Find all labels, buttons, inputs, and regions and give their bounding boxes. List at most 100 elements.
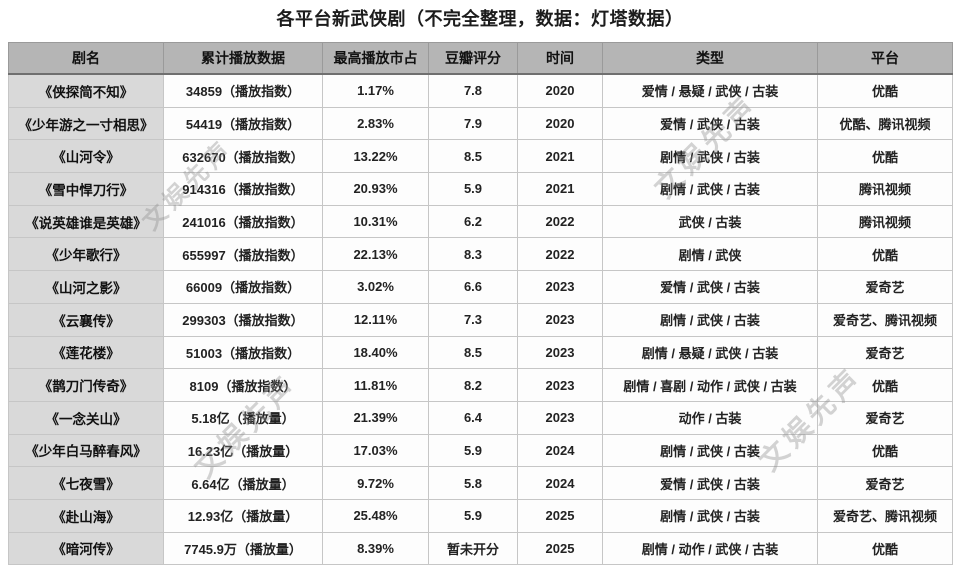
table-row: 《七夜雪》 6.64亿（播放量） 9.72% 5.8 2024 爱情 / 武侠 / 古装爱… bbox=[8, 466, 953, 500]
column-header-max-market-share: 最高播放市占 bbox=[322, 42, 429, 75]
table-row: 《雪中悍刀行》 914316（播放指数） 20.93% 5.9 2021 剧情 / 武侠 … bbox=[8, 172, 953, 206]
cell-drama-title: 《赴山海》 bbox=[8, 498, 164, 533]
cell-drama-title: 《七夜雪》 bbox=[8, 466, 164, 500]
cell-year: 2023 bbox=[517, 368, 603, 402]
table-row: 《说英雄谁是英雄》 241016（播放指数） 10.31% 6.2 2022 武侠 / 古… bbox=[8, 204, 953, 239]
cell-max-market-share: 25.48% bbox=[322, 498, 429, 533]
cell-year: 2025 bbox=[517, 498, 603, 533]
cell-max-market-share: 12.11% bbox=[322, 302, 429, 337]
cell-drama-title: 《暗河传》 bbox=[8, 531, 164, 565]
cell-genres: 剧情 / 武侠 / 古装 bbox=[602, 302, 818, 337]
table-row: 《山河之影》 66009（播放指数） 3.02% 6.6 2023 爱情 / 武侠 / 古… bbox=[8, 270, 953, 304]
cell-platforms: 优酷 bbox=[817, 531, 953, 565]
cell-genres: 爱情 / 悬疑 / 武侠 / 古装 bbox=[602, 73, 818, 108]
cell-max-market-share: 18.40% bbox=[322, 335, 429, 370]
cell-year: 2023 bbox=[517, 400, 603, 435]
table-row: 《暗河传》 7745.9万（播放量） 8.39% 暂未开分 2025 剧情 / 动作 / … bbox=[8, 531, 953, 565]
cell-drama-title: 《一念关山》 bbox=[8, 400, 164, 435]
cell-year: 2024 bbox=[517, 433, 603, 468]
cell-year: 2025 bbox=[517, 531, 603, 565]
cell-max-market-share: 22.13% bbox=[322, 237, 429, 272]
cell-max-market-share: 8.39% bbox=[322, 531, 429, 565]
cell-genres: 武侠 / 古装 bbox=[602, 204, 818, 239]
cell-drama-title: 《云襄传》 bbox=[8, 302, 164, 337]
cell-year: 2022 bbox=[517, 204, 603, 239]
cell-douban-rating: 8.5 bbox=[428, 139, 518, 174]
page-title: 各平台新武侠剧（不完全整理，数据：灯塔数据） bbox=[276, 9, 684, 29]
cell-year: 2020 bbox=[517, 106, 603, 141]
cell-genres: 爱情 / 武侠 / 古装 bbox=[602, 466, 818, 500]
cell-year: 2023 bbox=[517, 270, 603, 304]
cell-cumulative-plays: 16.23亿（播放量） bbox=[163, 433, 323, 468]
column-header-cumulative-plays: 累计播放数据 bbox=[163, 42, 323, 75]
cell-drama-title: 《少年游之一寸相思》 bbox=[8, 106, 164, 141]
cell-douban-rating: 6.2 bbox=[428, 204, 518, 239]
cell-cumulative-plays: 241016（播放指数） bbox=[163, 204, 323, 239]
cell-year: 2023 bbox=[517, 302, 603, 337]
cell-cumulative-plays: 54419（播放指数） bbox=[163, 106, 323, 141]
cell-douban-rating: 7.8 bbox=[428, 73, 518, 108]
cell-douban-rating: 6.6 bbox=[428, 270, 518, 304]
cell-genres: 剧情 / 动作 / 武侠 / 古装 bbox=[602, 531, 818, 565]
cell-max-market-share: 20.93% bbox=[322, 172, 429, 206]
cell-drama-title: 《山河之影》 bbox=[8, 270, 164, 304]
cell-year: 2020 bbox=[517, 73, 603, 108]
cell-platforms: 优酷 bbox=[817, 73, 953, 108]
cell-platforms: 爱奇艺、腾讯视频 bbox=[817, 498, 953, 533]
cell-platforms: 优酷 bbox=[817, 139, 953, 174]
cell-platforms: 爱奇艺 bbox=[817, 270, 953, 304]
cell-platforms: 优酷 bbox=[817, 433, 953, 468]
cell-genres: 动作 / 古装 bbox=[602, 400, 818, 435]
cell-max-market-share: 9.72% bbox=[322, 466, 429, 500]
cell-genres: 爱情 / 武侠 / 古装 bbox=[602, 270, 818, 304]
cell-max-market-share: 2.83% bbox=[322, 106, 429, 141]
table-row: 《少年白马醉春风》 16.23亿（播放量） 17.03% 5.9 2024 剧情 / 武侠… bbox=[8, 433, 953, 468]
cell-drama-title: 《山河令》 bbox=[8, 139, 164, 174]
cell-cumulative-plays: 655997（播放指数） bbox=[163, 237, 323, 272]
cell-genres: 爱情 / 武侠 / 古装 bbox=[602, 106, 818, 141]
cell-genres: 剧情 / 武侠 bbox=[602, 237, 818, 272]
cell-douban-rating: 7.9 bbox=[428, 106, 518, 141]
cell-platforms: 腾讯视频 bbox=[817, 204, 953, 239]
column-header-drama-title: 剧名 bbox=[8, 42, 164, 75]
table-body: 《侠探简不知》 34859（播放指数） 1.17% 7.8 2020 爱情 / 悬疑 / … bbox=[8, 73, 953, 565]
cell-cumulative-plays: 6.64亿（播放量） bbox=[163, 466, 323, 500]
cell-year: 2024 bbox=[517, 466, 603, 500]
cell-year: 2023 bbox=[517, 335, 603, 370]
cell-douban-rating: 8.2 bbox=[428, 368, 518, 402]
cell-douban-rating: 5.9 bbox=[428, 498, 518, 533]
cell-drama-title: 《莲花楼》 bbox=[8, 335, 164, 370]
column-header-genres: 类型 bbox=[602, 42, 818, 75]
cell-max-market-share: 21.39% bbox=[322, 400, 429, 435]
table-row: 《莲花楼》 51003（播放指数） 18.40% 8.5 2023 剧情 / 悬疑 / 武… bbox=[8, 335, 953, 370]
table-row: 《鹊刀门传奇》 8109（播放指数） 11.81% 8.2 2023 剧情 / 喜剧 / … bbox=[8, 368, 953, 402]
drama-data-table: 剧名 累计播放数据 最高播放市占 豆瓣评分 时间 类型 平台 《侠探简不知》 34859（播放… bbox=[8, 42, 953, 565]
cell-cumulative-plays: 66009（播放指数） bbox=[163, 270, 323, 304]
cell-platforms: 优酷、腾讯视频 bbox=[817, 106, 953, 141]
cell-genres: 剧情 / 武侠 / 古装 bbox=[602, 172, 818, 206]
cell-cumulative-plays: 299303（播放指数） bbox=[163, 302, 323, 337]
column-header-year: 时间 bbox=[517, 42, 603, 75]
cell-genres: 剧情 / 喜剧 / 动作 / 武侠 / 古装 bbox=[602, 368, 818, 402]
column-header-platforms: 平台 bbox=[817, 42, 953, 75]
cell-douban-rating: 7.3 bbox=[428, 302, 518, 337]
table-row: 《少年游之一寸相思》 54419（播放指数） 2.83% 7.9 2020 爱情 / 武侠… bbox=[8, 106, 953, 141]
table-row: 《少年歌行》 655997（播放指数） 22.13% 8.3 2022 剧情 / 武侠 优酷 bbox=[8, 237, 953, 272]
table-row: 《山河令》 632670（播放指数） 13.22% 8.5 2021 剧情 / 武侠 / … bbox=[8, 139, 953, 174]
cell-platforms: 爱奇艺、腾讯视频 bbox=[817, 302, 953, 337]
cell-platforms: 优酷 bbox=[817, 368, 953, 402]
cell-max-market-share: 17.03% bbox=[322, 433, 429, 468]
cell-genres: 剧情 / 武侠 / 古装 bbox=[602, 139, 818, 174]
column-header-douban-rating: 豆瓣评分 bbox=[428, 42, 518, 75]
cell-year: 2021 bbox=[517, 139, 603, 174]
cell-platforms: 优酷 bbox=[817, 237, 953, 272]
cell-cumulative-plays: 914316（播放指数） bbox=[163, 172, 323, 206]
cell-drama-title: 《说英雄谁是英雄》 bbox=[8, 204, 164, 239]
cell-cumulative-plays: 632670（播放指数） bbox=[163, 139, 323, 174]
cell-max-market-share: 11.81% bbox=[322, 368, 429, 402]
cell-douban-rating: 5.8 bbox=[428, 466, 518, 500]
cell-cumulative-plays: 12.93亿（播放量） bbox=[163, 498, 323, 533]
cell-platforms: 爱奇艺 bbox=[817, 335, 953, 370]
cell-platforms: 腾讯视频 bbox=[817, 172, 953, 206]
cell-year: 2022 bbox=[517, 237, 603, 272]
